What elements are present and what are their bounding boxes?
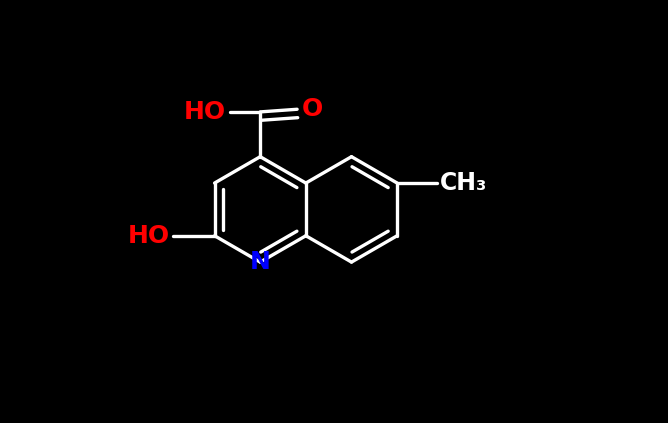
Text: CH₃: CH₃	[440, 171, 487, 195]
Text: N: N	[250, 250, 271, 274]
Text: HO: HO	[128, 224, 170, 248]
Text: HO: HO	[184, 100, 226, 124]
Text: O: O	[301, 97, 323, 121]
